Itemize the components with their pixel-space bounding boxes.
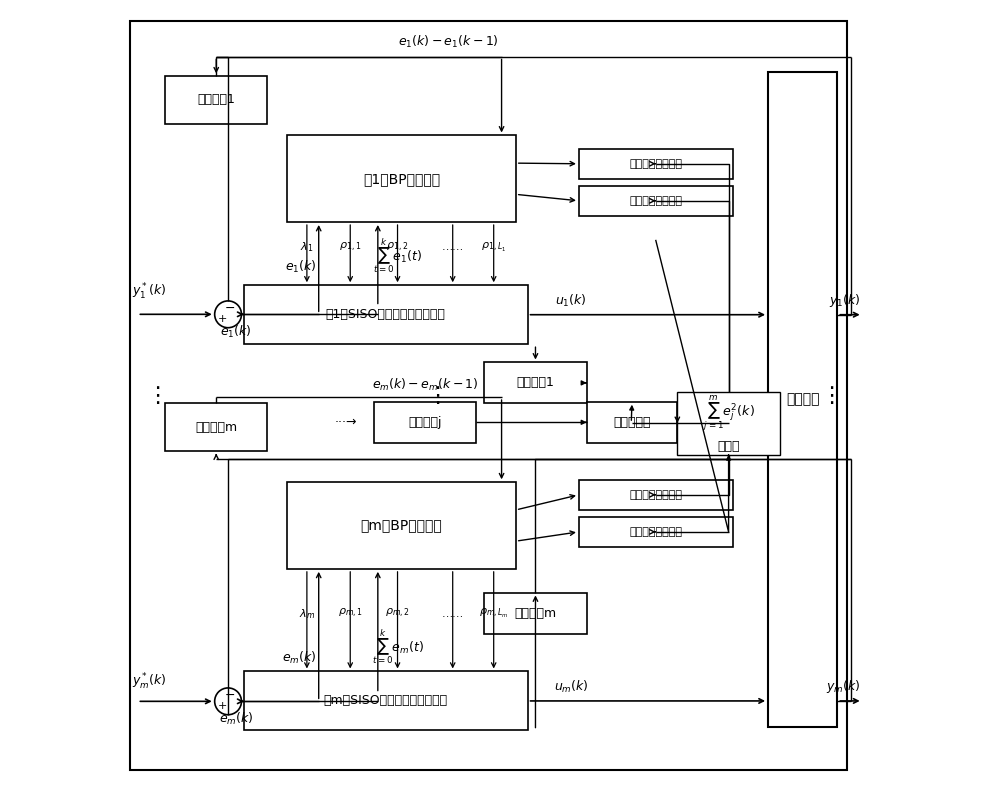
Text: $y_1^*(k)$: $y_1^*(k)$ (132, 282, 166, 302)
Text: $e_m(k)-e_m(k-1)$: $e_m(k)-e_m(k-1)$ (372, 377, 478, 393)
Text: $\rho_{1,1}$: $\rho_{1,1}$ (339, 240, 361, 254)
Text: $e_1(k)-e_1(k-1)$: $e_1(k)-e_1(k-1)$ (398, 34, 499, 51)
FancyBboxPatch shape (587, 402, 677, 443)
Text: $\lambda_1$: $\lambda_1$ (300, 240, 314, 254)
Text: $\lambda_m$: $\lambda_m$ (299, 607, 315, 621)
Text: 第1个SISO偏格式无模型控制器: 第1个SISO偏格式无模型控制器 (326, 308, 446, 321)
Text: 第1个BP神经网络: 第1个BP神经网络 (363, 172, 440, 186)
FancyBboxPatch shape (130, 21, 847, 770)
Text: $\rho_{1,2}$: $\rho_{1,2}$ (386, 240, 409, 254)
Text: $e_1(k)$: $e_1(k)$ (220, 324, 252, 339)
Text: $y_m(k)$: $y_m(k)$ (826, 678, 860, 695)
FancyBboxPatch shape (579, 480, 733, 509)
Text: 更新输出层权系数: 更新输出层权系数 (629, 196, 682, 206)
FancyBboxPatch shape (768, 72, 837, 727)
FancyBboxPatch shape (244, 672, 528, 731)
Text: 系统误差1: 系统误差1 (197, 93, 235, 107)
Text: 第m个BP神经网络: 第m个BP神经网络 (361, 519, 442, 532)
Text: 最小化: 最小化 (717, 441, 740, 453)
Text: $\sum_{t=0}^{k}e_1(t)$: $\sum_{t=0}^{k}e_1(t)$ (373, 236, 422, 274)
FancyBboxPatch shape (287, 483, 516, 569)
Text: $u_m(k)$: $u_m(k)$ (554, 679, 588, 694)
Text: $e_1(k)$: $e_1(k)$ (285, 259, 316, 275)
Text: 第m个SISO偏格式无模型控制器: 第m个SISO偏格式无模型控制器 (324, 694, 448, 707)
FancyBboxPatch shape (579, 517, 733, 547)
Text: $\sum_{t=0}^{k}e_m(t)$: $\sum_{t=0}^{k}e_m(t)$ (372, 626, 423, 666)
FancyBboxPatch shape (374, 402, 476, 443)
Text: $y_1(k)$: $y_1(k)$ (829, 292, 860, 309)
Text: 更新隐含层权系数: 更新隐含层权系数 (629, 490, 682, 500)
Text: 梯度信息1: 梯度信息1 (517, 377, 554, 389)
FancyBboxPatch shape (677, 392, 780, 455)
Text: $u_1(k)$: $u_1(k)$ (555, 293, 587, 308)
Text: 梯度信息集: 梯度信息集 (613, 416, 651, 429)
Text: $e_m(k)$: $e_m(k)$ (219, 710, 253, 727)
FancyBboxPatch shape (165, 403, 267, 451)
Text: $y_m^*(k)$: $y_m^*(k)$ (132, 672, 166, 691)
FancyBboxPatch shape (244, 285, 528, 344)
Text: $\sum_{j=1}^{m}e_j^2(k)$: $\sum_{j=1}^{m}e_j^2(k)$ (703, 393, 754, 433)
Text: ···→: ···→ (335, 416, 358, 429)
Text: 梯度信息j: 梯度信息j (408, 416, 442, 429)
Text: 更新输出层权系数: 更新输出层权系数 (629, 527, 682, 537)
Text: 系统误差m: 系统误差m (195, 421, 237, 433)
Text: ⋮: ⋮ (146, 385, 168, 406)
Text: +: + (217, 701, 227, 711)
Text: −: − (225, 689, 235, 702)
Text: ……: …… (442, 242, 464, 252)
Text: $\rho_{m,L_m}$: $\rho_{m,L_m}$ (479, 607, 509, 620)
FancyBboxPatch shape (484, 362, 587, 403)
Text: −: − (225, 302, 235, 315)
Text: 梯度信息m: 梯度信息m (514, 607, 557, 619)
Text: ……: …… (442, 609, 464, 619)
FancyBboxPatch shape (579, 186, 733, 216)
FancyBboxPatch shape (579, 149, 733, 179)
Text: ⋮: ⋮ (426, 385, 448, 406)
Text: ⋮: ⋮ (820, 385, 842, 406)
Text: $\rho_{m,2}$: $\rho_{m,2}$ (385, 607, 410, 620)
Text: 被控对象: 被控对象 (786, 392, 819, 407)
Text: $\rho_{1,L_1}$: $\rho_{1,L_1}$ (481, 240, 506, 254)
FancyBboxPatch shape (287, 135, 516, 222)
Text: 更新隐含层权系数: 更新隐含层权系数 (629, 159, 682, 168)
Text: +: + (217, 314, 227, 324)
FancyBboxPatch shape (165, 76, 267, 123)
FancyBboxPatch shape (484, 592, 587, 634)
Text: $\rho_{m,1}$: $\rho_{m,1}$ (338, 607, 363, 620)
Text: $e_m(k)$: $e_m(k)$ (282, 650, 316, 666)
